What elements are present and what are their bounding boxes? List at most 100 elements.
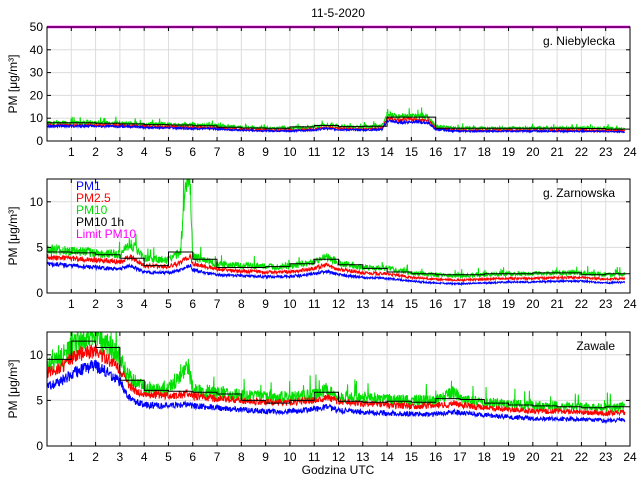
x-tick-label: 5 <box>165 297 172 311</box>
x-tick-label: 7 <box>214 145 221 159</box>
series-pm1-line <box>47 359 626 425</box>
x-tick-label: 15 <box>405 145 419 159</box>
x-tick-label: 10 <box>283 145 297 159</box>
x-tick-label: 22 <box>575 297 589 311</box>
x-tick-label: 2 <box>92 145 99 159</box>
series-pm10-line <box>47 332 626 413</box>
legend-entry-limit-pm10: Limit PM10 <box>76 227 136 241</box>
x-tick-label: 8 <box>238 145 245 159</box>
x-tick-label: 10 <box>283 450 297 464</box>
x-tick-label: 17 <box>453 450 467 464</box>
x-tick-label: 15 <box>405 297 419 311</box>
x-tick-label: 21 <box>550 145 564 159</box>
y-tick-label: 5 <box>36 240 43 254</box>
x-tick-label: 19 <box>502 450 516 464</box>
legend-entry-pm10: PM10 <box>76 203 108 217</box>
figure-title: 11-5-2020 <box>311 6 365 20</box>
station-label: g. Niebylecka <box>543 34 615 48</box>
y-axis-label: PM [μg/m³] <box>6 360 20 419</box>
series-pm1-line <box>47 261 626 287</box>
station-label: g. Zarnowska <box>543 186 615 200</box>
x-tick-label: 24 <box>623 297 637 311</box>
x-tick-label: 18 <box>478 450 492 464</box>
series-group <box>47 332 630 425</box>
x-tick-label: 13 <box>356 450 370 464</box>
x-tick-label: 11 <box>308 297 321 311</box>
legend-entry-pm1: PM1 <box>76 179 101 193</box>
y-tick-label: 40 <box>30 43 44 57</box>
x-tick-label: 17 <box>453 297 467 311</box>
series-group <box>47 179 630 287</box>
x-tick-label: 1 <box>68 145 75 159</box>
legend-entry-pm2-5: PM2.5 <box>76 191 111 205</box>
y-tick-label: 30 <box>30 66 44 80</box>
x-tick-label: 14 <box>380 450 394 464</box>
x-tick-label: 12 <box>332 145 346 159</box>
series-pm10-1h-line <box>47 116 630 130</box>
x-tick-label: 3 <box>117 145 124 159</box>
x-tick-label: 17 <box>453 145 467 159</box>
x-tick-label: 20 <box>526 145 540 159</box>
x-tick-label: 8 <box>238 297 245 311</box>
x-axis-label: Godzina UTC <box>302 463 375 477</box>
x-tick-label: 9 <box>262 145 269 159</box>
series-pm2-5-line <box>47 253 626 283</box>
x-tick-label: 2 <box>92 297 99 311</box>
x-tick-label: 12 <box>332 297 346 311</box>
chart-panels: 1 2 3 4 5 6 7 8 9 10 11 12 13 14 15 16 17 18 19 20 21 22 23 240… <box>6 20 637 464</box>
x-tick-label: 1 <box>68 450 75 464</box>
series-pm2-5-line <box>47 344 626 417</box>
x-tick-label: 5 <box>165 450 172 464</box>
y-tick-label: 5 <box>36 393 43 407</box>
x-tick-label: 15 <box>405 450 419 464</box>
x-tick-label: 7 <box>214 450 221 464</box>
station-label: Zawale <box>576 339 615 353</box>
series-pm1-line <box>47 117 625 134</box>
panel-3: 1 2 3 4 5 6 7 8 9 10 11 12 13 14 15 16 17 18 19 20 21 22 23 240… <box>6 331 637 464</box>
x-tick-label: 13 <box>356 145 370 159</box>
x-tick-label: 23 <box>599 297 613 311</box>
x-tick-label: 18 <box>478 145 492 159</box>
series-group <box>47 107 630 134</box>
x-tick-label: 6 <box>189 145 196 159</box>
y-tick-label: 10 <box>30 195 44 209</box>
x-tick-label: 20 <box>526 297 540 311</box>
x-tick-label: 16 <box>429 297 443 311</box>
x-tick-label: 21 <box>550 297 564 311</box>
x-tick-label: 12 <box>332 450 346 464</box>
x-tick-label: 22 <box>575 145 589 159</box>
x-tick-label: 21 <box>550 450 564 464</box>
legend-entry-pm10-1h: PM10 1h <box>76 215 124 229</box>
x-tick-label: 5 <box>165 145 172 159</box>
x-tick-label: 6 <box>189 297 196 311</box>
x-tick-label: 24 <box>623 145 637 159</box>
x-tick-label: 8 <box>238 450 245 464</box>
x-tick-label: 14 <box>380 297 394 311</box>
x-tick-label: 16 <box>429 145 443 159</box>
x-tick-label: 11 <box>308 145 321 159</box>
y-tick-label: 20 <box>30 88 44 102</box>
x-tick-label: 23 <box>599 145 613 159</box>
x-tick-label: 7 <box>214 297 221 311</box>
y-tick-label: 0 <box>36 439 43 453</box>
x-tick-label: 2 <box>92 450 99 464</box>
panel-2: 1 2 3 4 5 6 7 8 9 10 11 12 13 14 15 16 17 18 19 20 21 22 23 240… <box>6 178 637 311</box>
y-tick-label: 50 <box>30 20 44 34</box>
y-tick-label: 0 <box>36 286 43 300</box>
x-tick-label: 3 <box>117 450 124 464</box>
x-tick-label: 11 <box>308 450 321 464</box>
y-tick-label: 10 <box>30 348 44 362</box>
x-tick-label: 19 <box>502 145 516 159</box>
x-tick-label: 6 <box>189 450 196 464</box>
x-tick-label: 9 <box>262 297 269 311</box>
x-tick-label: 20 <box>526 450 540 464</box>
x-tick-label: 19 <box>502 297 516 311</box>
y-axis-label: PM [μg/m³] <box>6 207 20 266</box>
y-tick-label: 0 <box>36 134 43 148</box>
x-tick-label: 1 <box>68 297 75 311</box>
y-axis-label: PM [μg/m³] <box>6 55 20 114</box>
x-tick-label: 24 <box>623 450 637 464</box>
y-tick-label: 10 <box>30 111 44 125</box>
x-tick-label: 14 <box>380 145 394 159</box>
